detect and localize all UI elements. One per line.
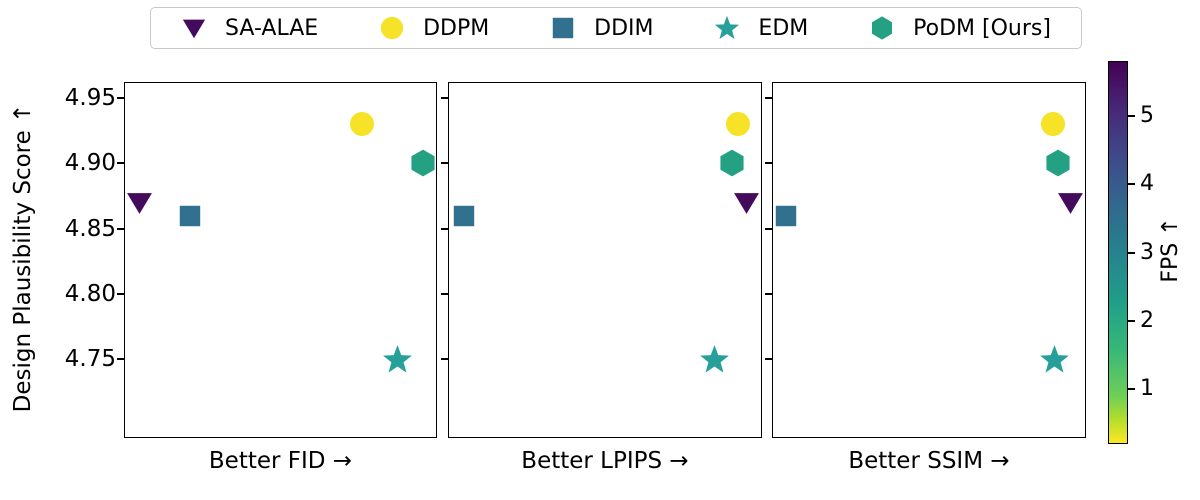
star-icon [700, 345, 730, 373]
legend-item-sa-alae: SA-ALAE [181, 15, 318, 41]
y-tick-mark [441, 227, 448, 230]
legend-item-ddim: DDIM [550, 15, 654, 41]
data-point-ddim [773, 203, 799, 233]
square-icon [775, 205, 797, 226]
star-icon [383, 345, 413, 373]
y-tick-mark [765, 227, 772, 230]
colorbar-tick-mark [1128, 388, 1135, 391]
y-tick-label: 4.90 [64, 150, 116, 177]
circle-icon [380, 16, 404, 40]
y-tick-label: 4.75 [64, 346, 116, 373]
y-tick-label: 4.85 [64, 215, 116, 242]
y-tick-mark [441, 358, 448, 361]
colorbar-tick-mark [1128, 114, 1135, 117]
data-point-sa-alae [125, 188, 154, 221]
y-tick-mark [117, 358, 124, 361]
colorbar-tick-label: 3 [1140, 239, 1154, 265]
panel-fid [124, 82, 437, 438]
star-icon [1040, 345, 1069, 373]
colorbar-tick-label: 1 [1140, 376, 1154, 402]
x-axis-label-lpips: Better LPIPS → [521, 448, 689, 474]
legend-label: EDM [758, 15, 809, 41]
x-axis-label-fid: Better FID → [208, 448, 353, 474]
y-tick-mark [765, 96, 772, 99]
y-tick-mark [441, 293, 448, 296]
y-tick-mark [441, 162, 448, 165]
data-point-edm [1039, 344, 1070, 379]
circle-icon [1041, 111, 1066, 136]
y-tick-mark [117, 96, 124, 99]
colorbar-label: FPS ↑ [1158, 217, 1183, 283]
y-axis-label: Design Plausibility Score ↑ [10, 103, 36, 413]
data-point-ddim [451, 203, 477, 233]
colorbar-tick-mark [1128, 251, 1135, 254]
data-point-ddpm [1039, 110, 1067, 142]
panel-ssim [772, 82, 1086, 438]
legend-item-podm-ours-: PoDM [Ours] [869, 15, 1051, 41]
legend-label: PoDM [Ours] [913, 15, 1051, 41]
data-point-podm-ours- [408, 148, 438, 182]
triangle-down-icon [1057, 193, 1083, 214]
legend-item-ddpm: DDPM [379, 15, 489, 41]
legend-item-edm: EDM [714, 15, 808, 41]
y-tick-mark [117, 293, 124, 296]
colorbar-tick-mark [1128, 183, 1135, 186]
y-tick-mark [117, 227, 124, 230]
data-point-edm [382, 344, 413, 379]
triangle-down-icon [733, 193, 759, 214]
square-icon [552, 17, 574, 39]
colorbar-tick-label: 5 [1140, 102, 1154, 128]
data-point-podm-ours- [1043, 148, 1073, 182]
fps-colorbar [1108, 61, 1128, 444]
legend-label: SA-ALAE [225, 15, 319, 41]
hexagon-icon [872, 16, 893, 40]
colorbar-tick-label: 2 [1140, 307, 1154, 333]
panel-lpips [448, 82, 762, 438]
colorbar-tick-mark [1128, 319, 1135, 322]
data-point-ddpm [724, 110, 752, 142]
circle-icon [726, 111, 751, 136]
data-point-ddim [177, 203, 203, 233]
hexagon-icon [1046, 149, 1070, 177]
data-point-edm [699, 344, 730, 379]
y-tick-mark [441, 96, 448, 99]
circle-icon [349, 111, 374, 136]
y-tick-mark [765, 162, 772, 165]
square-icon [453, 205, 474, 226]
data-point-podm-ours- [717, 148, 747, 182]
data-point-sa-alae [732, 188, 761, 221]
triangle-down-icon [182, 19, 206, 39]
y-tick-label: 4.95 [64, 84, 116, 111]
legend-label: DDPM [423, 15, 490, 41]
colorbar-tick-label: 4 [1140, 171, 1154, 197]
hexagon-icon [411, 149, 435, 177]
data-point-ddpm [348, 110, 376, 142]
y-tick-label: 4.80 [64, 281, 116, 308]
triangle-down-icon [127, 193, 153, 214]
star-icon [715, 15, 740, 39]
x-axis-label-ssim: Better SSIM → [848, 448, 1010, 474]
y-tick-mark [765, 293, 772, 296]
legend-label: DDIM [594, 15, 654, 41]
data-point-sa-alae [1056, 188, 1085, 221]
y-tick-mark [765, 358, 772, 361]
hexagon-icon [720, 149, 744, 177]
y-tick-mark [117, 162, 124, 165]
legend: SA-ALAE DDPM DDIM EDM PoDM [Ours] [150, 7, 1082, 49]
square-icon [179, 205, 200, 226]
